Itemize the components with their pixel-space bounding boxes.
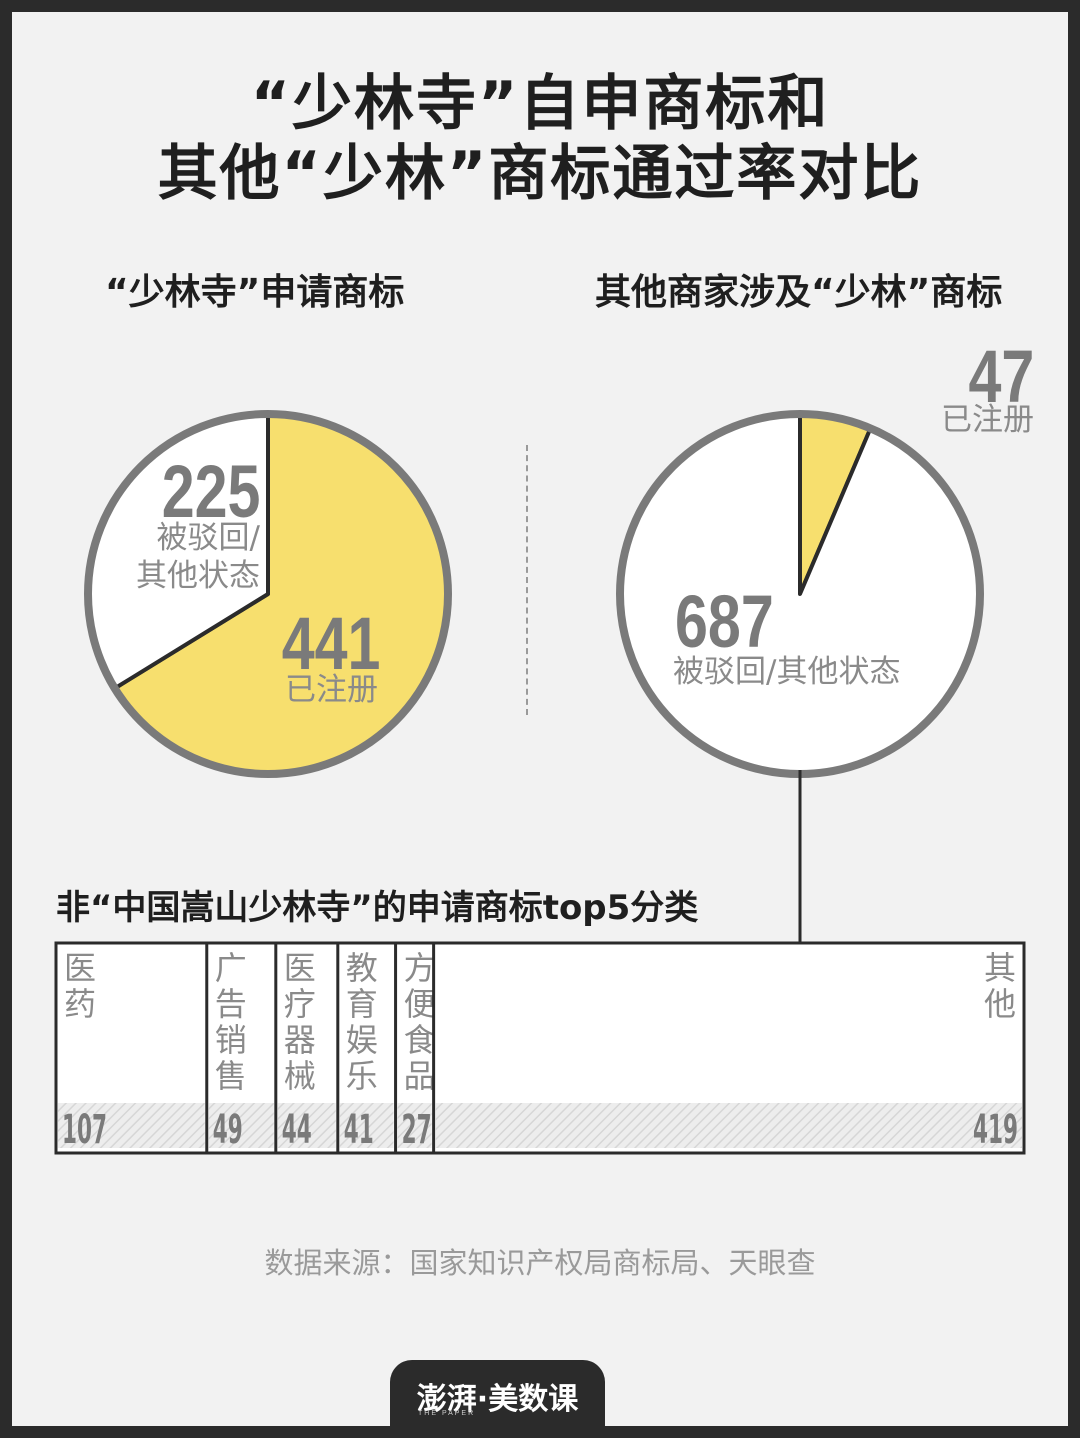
bar-category-label-3-2: 娱 [346,1021,378,1059]
bar-chart-title: 非“中国嵩山少林寺”的申请商标top5分类 [56,888,699,928]
bar-category-label-0-0: 医 [64,949,96,987]
bar-segment-hatch-2 [277,1103,336,1148]
logo-subtext: THE PAPER [418,1410,476,1417]
bar-category-label-1-3: 售 [215,1057,247,1095]
bar-segment-hatch-5 [435,1103,1022,1148]
bar-category-label-5-0: 其 [984,949,1016,987]
bar-category-label-4-1: 便 [404,985,436,1023]
bar-category-label-4-2: 食 [404,1021,436,1059]
right-pie-other-value: 687 [675,580,774,663]
bar-category-label-3-1: 育 [346,985,378,1023]
bar-category-label-1-1: 告 [215,985,247,1023]
bar-value-label-3: 41 [344,1107,374,1153]
bar-category-label-0-1: 药 [64,985,96,1023]
right-pie-registered-label: 已注册 [941,402,1034,438]
bar-category-label-2-1: 疗 [284,985,316,1023]
left-pie-registered-value: 441 [281,602,380,685]
logo-badge: 澎湃·美数课 THE PAPER [390,1360,605,1426]
left-pie-ring [84,410,452,778]
left-pie-chart [84,410,452,778]
left-pie-title: “少林寺”申请商标 [105,272,405,313]
bar-category-label-1-2: 销 [215,1021,247,1059]
left-pie-other-label-1: 被驳回/ [156,520,260,556]
left-pie-other-value: 225 [161,450,260,533]
bar-category-label-2-3: 械 [284,1057,316,1095]
bar-segment-hatch-0 [58,1103,205,1148]
bar-segment-hatch-3 [339,1103,394,1148]
bar-category-label-3-3: 乐 [346,1057,378,1095]
bar-segment-hatch-1 [208,1103,274,1148]
bar-value-label-5: 419 [973,1107,1018,1153]
bar-value-label-2: 44 [282,1107,312,1153]
bar-value-label-1: 49 [213,1107,243,1153]
bar-value-label-0: 107 [62,1107,107,1153]
title-line-1: “少林寺”自申商标和 [250,69,830,139]
right-pie-title: 其他商家涉及“少林”商标 [595,272,1003,313]
bar-value-label-4: 27 [402,1107,432,1153]
logo-text: 澎湃·美数课 [416,1382,579,1417]
source-note: 数据来源：国家知识产权局商标局、天眼查 [264,1246,816,1280]
bar-category-label-4-3: 品 [404,1057,436,1095]
bar-segment-hatch-4 [397,1103,432,1148]
left-pie-other-label-2: 其他状态 [136,558,260,594]
left-pie-registered-label: 已注册 [285,672,378,708]
bar-category-label-2-2: 器 [284,1021,316,1059]
bar-category-label-3-0: 教 [346,949,378,987]
bar-category-label-4-0: 方 [404,949,436,987]
right-pie-registered-value: 47 [968,335,1034,418]
pie-divider [526,445,528,715]
right-pie-chart [616,410,984,778]
bar-category-label-1-0: 广 [215,949,247,987]
title-line-2: 其他“少林”商标通过率对比 [157,139,923,209]
bar-outline [54,941,1026,1155]
bar-category-label-2-0: 医 [284,949,316,987]
right-pie-other-label: 被驳回/其他状态 [673,654,901,690]
bar-category-label-5-1: 他 [984,985,1016,1023]
